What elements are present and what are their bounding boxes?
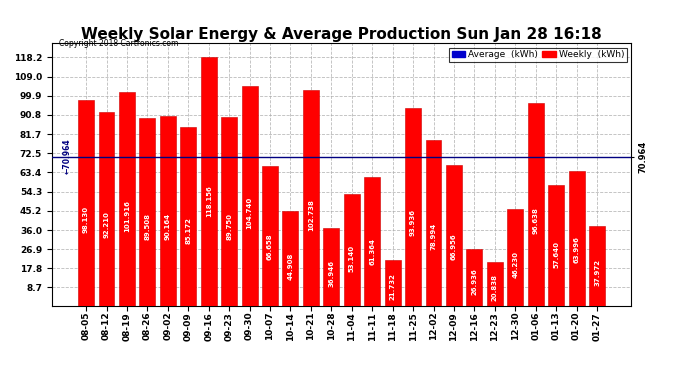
Bar (528, 103, 544, 306)
Text: 63.996: 63.996 (573, 236, 580, 262)
Text: 66.658: 66.658 (267, 234, 273, 260)
Bar (405, 108, 421, 306)
Text: 92.210: 92.210 (104, 211, 110, 238)
Text: 118.156: 118.156 (206, 186, 212, 217)
Bar (466, 249, 482, 306)
Bar (282, 211, 298, 306)
Bar (426, 140, 442, 306)
Bar (507, 209, 523, 306)
Text: 78.994: 78.994 (431, 222, 437, 250)
Bar (548, 184, 564, 306)
Bar (262, 166, 278, 306)
Text: 102.738: 102.738 (308, 199, 314, 231)
Text: Copyright 2018 Cartronics.com: Copyright 2018 Cartronics.com (59, 39, 178, 48)
Bar (119, 92, 135, 306)
Text: 85.172: 85.172 (185, 217, 191, 244)
Text: 98.130: 98.130 (83, 206, 89, 232)
Bar (201, 57, 217, 306)
Bar (160, 116, 176, 306)
Bar (569, 171, 584, 306)
Text: 20.838: 20.838 (492, 274, 498, 301)
Text: 104.740: 104.740 (246, 197, 253, 230)
Bar (78, 99, 94, 306)
Text: 36.946: 36.946 (328, 260, 335, 286)
Text: 26.936: 26.936 (471, 268, 477, 295)
Text: 93.936: 93.936 (410, 209, 416, 236)
Text: 44.908: 44.908 (288, 252, 293, 280)
Text: 46.230: 46.230 (512, 251, 518, 278)
Bar (303, 90, 319, 306)
Bar (364, 177, 380, 306)
Bar (344, 194, 359, 306)
Bar (99, 112, 115, 306)
Bar (446, 165, 462, 306)
Bar (180, 127, 196, 306)
Text: 90.164: 90.164 (165, 213, 171, 240)
Text: 101.916: 101.916 (124, 200, 130, 232)
Bar (241, 86, 257, 306)
Text: 57.640: 57.640 (553, 241, 559, 268)
Text: 89.750: 89.750 (226, 213, 232, 240)
Bar (324, 228, 339, 306)
Text: 21.732: 21.732 (390, 273, 395, 300)
Text: 37.972: 37.972 (594, 259, 600, 286)
Text: 66.956: 66.956 (451, 233, 457, 260)
Text: 53.140: 53.140 (348, 245, 355, 272)
Text: 89.508: 89.508 (144, 213, 150, 240)
Bar (221, 117, 237, 306)
Text: 96.638: 96.638 (533, 207, 539, 234)
Bar (487, 262, 503, 306)
Bar (139, 118, 155, 306)
Legend: Average  (kWh), Weekly  (kWh): Average (kWh), Weekly (kWh) (449, 48, 627, 62)
Title: Weekly Solar Energy & Average Production Sun Jan 28 16:18: Weekly Solar Energy & Average Production… (81, 27, 602, 42)
Text: 61.364: 61.364 (369, 238, 375, 265)
Bar (589, 226, 605, 306)
Bar (385, 260, 401, 306)
Text: ←70.964: ←70.964 (63, 139, 72, 174)
